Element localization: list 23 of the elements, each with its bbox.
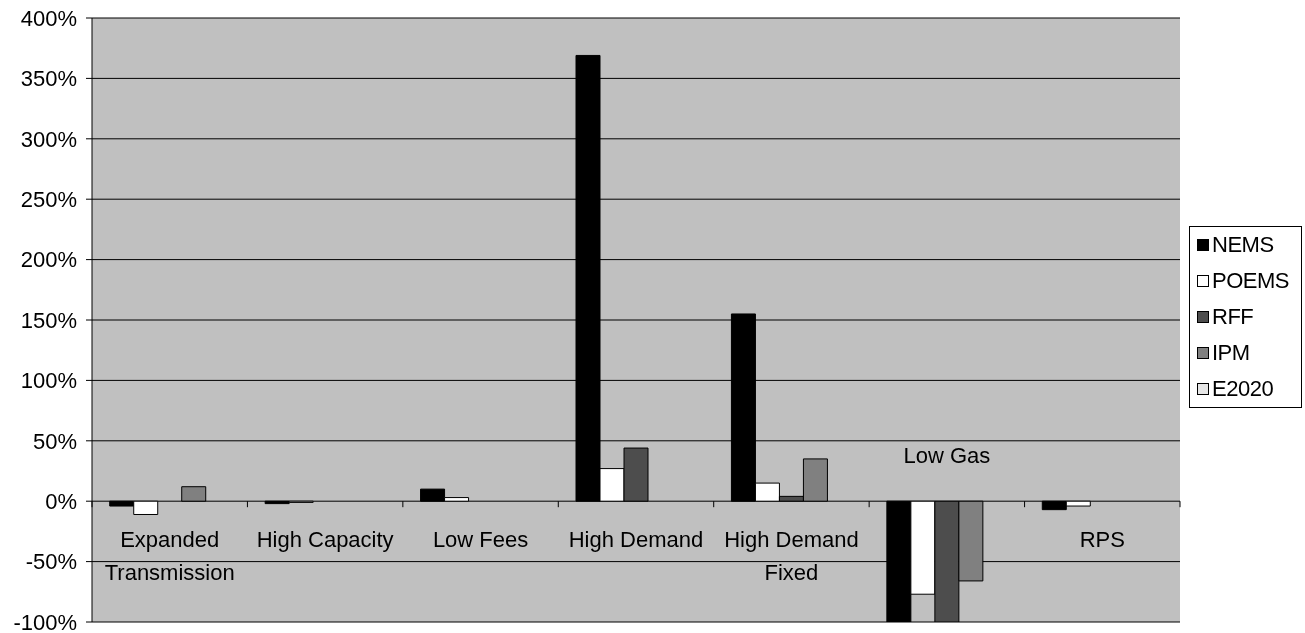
x-tick-label: Low Fees: [432, 527, 529, 553]
x-tick-label: High Demand Fixed: [724, 527, 859, 586]
legend-label: E2020: [1212, 375, 1274, 402]
y-tick-label: -100%: [13, 609, 77, 633]
y-tick-label: 150%: [20, 307, 77, 333]
y-tick-label: 100%: [20, 368, 77, 394]
legend-label: IPM: [1212, 339, 1250, 366]
x-tick-label: Expanded Transmission: [104, 527, 235, 586]
x-tick-label: RPS: [1079, 527, 1125, 553]
legend-label: NEMS: [1212, 231, 1274, 258]
legend-label: RFF: [1212, 303, 1254, 330]
y-tick-label: 200%: [20, 247, 77, 273]
y-tick-label: -50%: [25, 549, 77, 575]
x-tick-label: Low Gas: [903, 443, 991, 469]
y-tick-label: 0%: [45, 489, 77, 515]
y-tick-label: 400%: [20, 5, 77, 31]
y-tick-label: 250%: [20, 187, 77, 213]
x-tick-label: High Demand: [568, 527, 704, 553]
y-tick-label: 300%: [20, 126, 77, 152]
x-tick-label: High Capacity: [256, 527, 394, 553]
y-tick-label: 50%: [32, 428, 77, 454]
y-tick-label: 350%: [20, 66, 77, 92]
legend-label: POEMS: [1212, 267, 1289, 294]
